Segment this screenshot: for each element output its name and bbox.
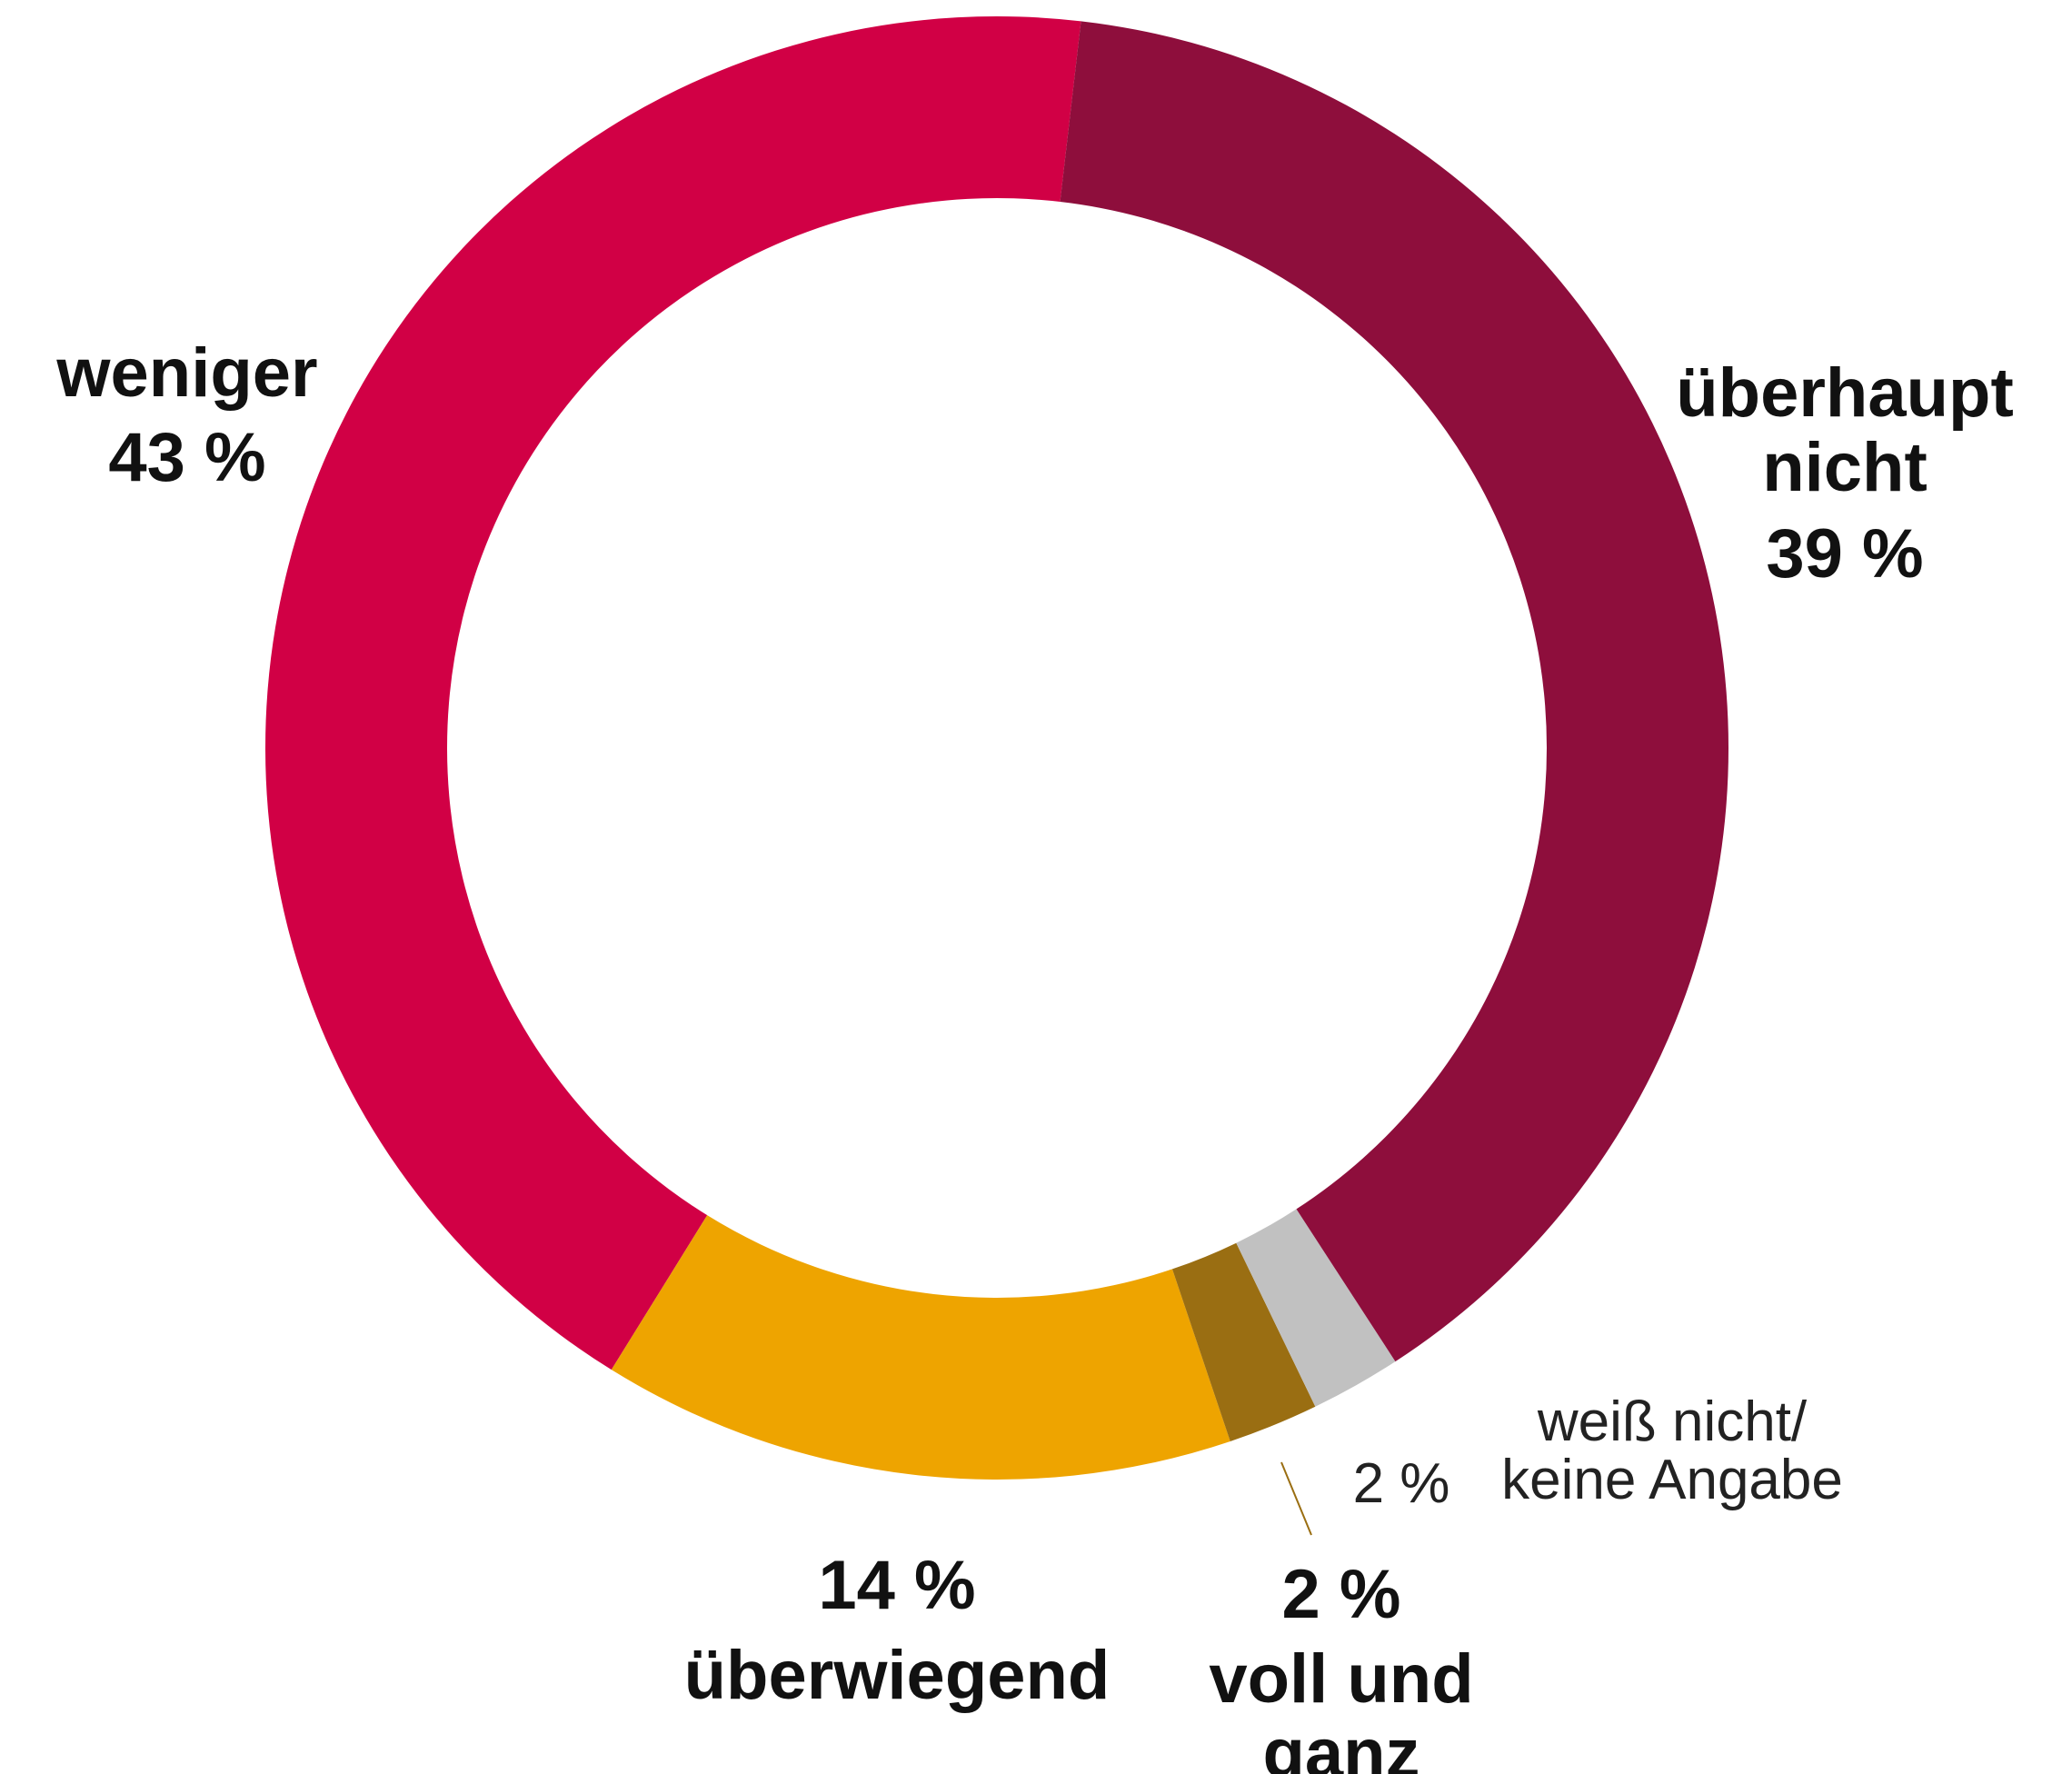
value-label: 39 % (1766, 515, 1924, 593)
segment-label: weiß nicht/ keine Angabe (1501, 1390, 1843, 1511)
value-label: 43 % (108, 419, 266, 496)
donut-segment (1060, 21, 1728, 1362)
leader-line (1280, 1461, 1312, 1536)
segment-label: voll und ganz (1209, 1640, 1474, 1774)
segment-label: weniger (56, 334, 318, 412)
donut-segment (1171, 1242, 1316, 1441)
donut-segment (265, 16, 1081, 1370)
value-label: 14 % (818, 1547, 976, 1624)
segment-label: überwiegend (683, 1637, 1111, 1714)
segment-label: überhaupt nicht (1676, 354, 2014, 506)
donut-segment (1236, 1209, 1396, 1407)
donut-segment (611, 1215, 1230, 1480)
value-label: 2 % (1352, 1452, 1450, 1515)
value-label: 2 % (1281, 1556, 1401, 1633)
